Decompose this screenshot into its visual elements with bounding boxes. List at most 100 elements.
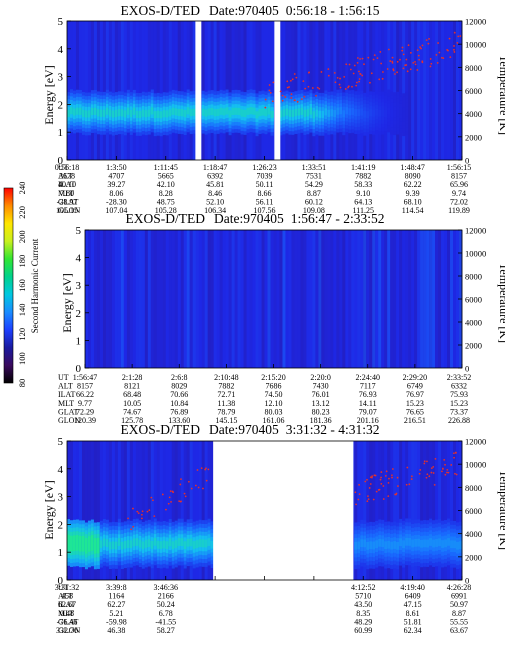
- temperature-point: [425, 476, 428, 479]
- temperature-point: [205, 479, 208, 482]
- temperature-point: [446, 471, 448, 474]
- orbit-value: 42.10: [157, 180, 175, 189]
- spectrogram-column: [171, 230, 176, 368]
- temperature-point: [414, 63, 417, 66]
- spectrogram-column: [174, 441, 179, 580]
- orbit-value: 458: [61, 592, 73, 601]
- spectrogram-column: [330, 230, 334, 368]
- spectrogram-column: [129, 230, 134, 368]
- temperature-point: [354, 491, 357, 494]
- spectrogram-column: [243, 21, 247, 160]
- orbit-value: 3:31:32: [55, 583, 79, 592]
- orbit-value: 80.23: [312, 407, 330, 416]
- temperature-point: [440, 56, 443, 59]
- spectrogram-column: [243, 230, 247, 368]
- energy-tick-label: 3: [58, 72, 64, 84]
- spectrogram-column: [228, 21, 232, 160]
- energy-tick-label: 0: [58, 575, 64, 587]
- spectrogram-column: [414, 21, 418, 160]
- spectrogram-streak: [318, 230, 322, 368]
- spectrogram-column: [312, 21, 316, 160]
- spectrogram-column: [384, 441, 388, 580]
- temperature-point: [444, 473, 447, 476]
- temperature-point: [367, 495, 369, 498]
- panel-1-time-range: 0:56:18 - 1:56:15: [286, 3, 380, 18]
- temperature-point: [437, 42, 439, 44]
- spectrogram-band-cell: [75, 538, 80, 547]
- spectrogram-streak: [387, 230, 391, 368]
- orbit-value: 8.06: [109, 189, 123, 198]
- spectrogram-column: [123, 230, 128, 368]
- temperature-point: [169, 490, 172, 493]
- orbit-value: 109.08: [303, 206, 325, 215]
- temperature-point: [372, 58, 375, 61]
- spectrogram-column: [195, 230, 199, 368]
- temperature-point: [168, 496, 171, 499]
- temperature-point: [130, 528, 133, 531]
- orbit-value: 76.89: [170, 407, 188, 416]
- spectrogram-column: [99, 21, 104, 160]
- spectrogram-column: [396, 21, 400, 160]
- spectrogram-band-cell: [168, 109, 173, 117]
- spectrogram-column: [117, 21, 122, 160]
- orbit-row-label: GLON: [58, 206, 80, 215]
- energy-tick-label: 0: [58, 155, 64, 167]
- temperature-point: [446, 48, 449, 51]
- spectrogram-column: [192, 441, 196, 580]
- spectrogram-column: [306, 21, 310, 160]
- spectrogram-streak: [282, 230, 286, 368]
- spectrogram-band-cell: [171, 107, 176, 115]
- spectrogram-column: [327, 21, 331, 160]
- spectrogram-column: [369, 21, 373, 160]
- panel-2-title: EXOS-D/TED Date:970405 1:56:47 - 2:33:52: [126, 211, 385, 226]
- temperature-point: [380, 476, 382, 479]
- spectrogram-column: [114, 21, 119, 160]
- spectrogram-band-cell: [132, 107, 137, 115]
- orbit-value: 2:6:8: [171, 373, 187, 382]
- spectrogram-band-cell: [156, 540, 161, 549]
- temperature-point: [367, 498, 370, 501]
- orbit-value: 4:19:40: [400, 583, 424, 592]
- spectrogram-band-cell: [153, 111, 158, 119]
- spectrogram-column: [204, 230, 208, 368]
- spectrogram-column: [67, 21, 71, 160]
- spectrogram-band-cell: [84, 541, 89, 550]
- orbit-value: 15.23: [450, 399, 468, 408]
- spectrogram-column: [402, 21, 406, 160]
- spectrogram-band-cell: [123, 540, 128, 549]
- spectrogram-column: [456, 21, 460, 160]
- orbit-value: 8090: [405, 172, 421, 181]
- orbit-value: 2166: [158, 592, 174, 601]
- spectrogram-band-cell: [186, 107, 190, 115]
- orbit-value: 9.39: [406, 189, 420, 198]
- spectrogram-band-cell: [135, 110, 140, 118]
- orbit-value: 50.11: [256, 180, 274, 189]
- panel-1-title: EXOS-D/TED Date:970405 0:56:18 - 1:56:15: [121, 3, 380, 18]
- spectrogram-column: [240, 230, 244, 368]
- spectrogram-streak: [267, 230, 271, 368]
- spectrogram-columns: [67, 441, 463, 580]
- temperature-points: [264, 31, 462, 109]
- spectrogram-column: [81, 441, 86, 580]
- temperature-point: [361, 57, 364, 60]
- temperature-point: [300, 98, 303, 100]
- temperature-point: [137, 512, 140, 515]
- spectrogram-band-cell: [261, 108, 265, 116]
- orbit-value: 0:56:18: [55, 163, 79, 172]
- temperature-point: [397, 485, 399, 487]
- spectrogram-column: [204, 441, 208, 580]
- orbit-value: 3:39:8: [106, 583, 126, 592]
- orbit-value: 10.05: [123, 399, 141, 408]
- spectrogram-column: [177, 441, 182, 580]
- spectrogram-column: [201, 21, 205, 160]
- temperature-point: [327, 68, 330, 70]
- orbit-value: 5665: [158, 172, 174, 181]
- spectrogram-column: [210, 230, 214, 368]
- temperature-point: [406, 70, 409, 73]
- orbit-row-label: GLAT: [58, 197, 79, 206]
- orbit-value: -28.30: [106, 197, 127, 206]
- spectrogram-column: [375, 441, 379, 580]
- orbit-value: 4:26:28: [447, 583, 471, 592]
- spectrogram-band-cell: [216, 108, 220, 117]
- temperature-point: [453, 51, 456, 53]
